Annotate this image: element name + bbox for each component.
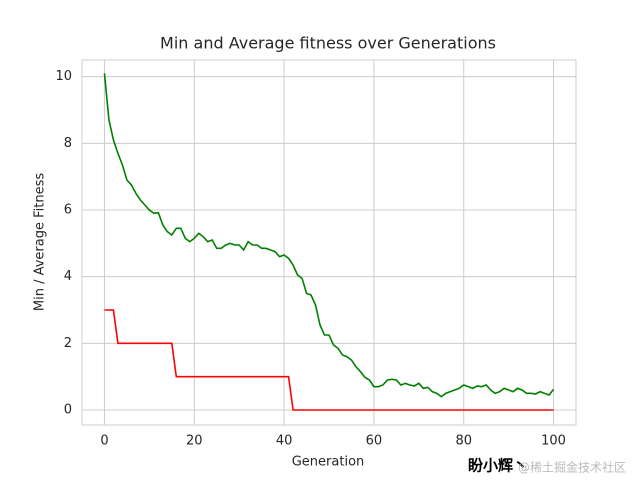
series-line: [104, 309, 554, 411]
y-tick-label: 0: [64, 403, 72, 418]
x-tick-label: 40: [276, 434, 293, 449]
y-tick-label: 8: [64, 136, 72, 151]
x-tick-label: 0: [100, 434, 108, 449]
series-line: [103, 73, 555, 398]
chart-title: Min and Average fitness over Generations: [160, 34, 496, 53]
x-tick-label: 80: [455, 434, 472, 449]
y-tick-label: 10: [55, 69, 72, 84]
watermark: 盼小辉丶: [468, 457, 528, 475]
y-tick-label: 2: [64, 336, 72, 351]
plot-frame: [81, 59, 577, 426]
x-tick-label: 20: [186, 434, 203, 449]
y-tick-label: 4: [64, 269, 72, 284]
x-axis-label: Generation: [292, 455, 365, 470]
x-tick-label: 100: [541, 434, 566, 449]
x-tick-label: 60: [366, 434, 383, 449]
y-axis-label: Min / Average Fitness: [33, 173, 48, 311]
y-tick-label: 6: [64, 203, 72, 218]
watermark: @稀土掘金技术社区: [518, 460, 626, 475]
